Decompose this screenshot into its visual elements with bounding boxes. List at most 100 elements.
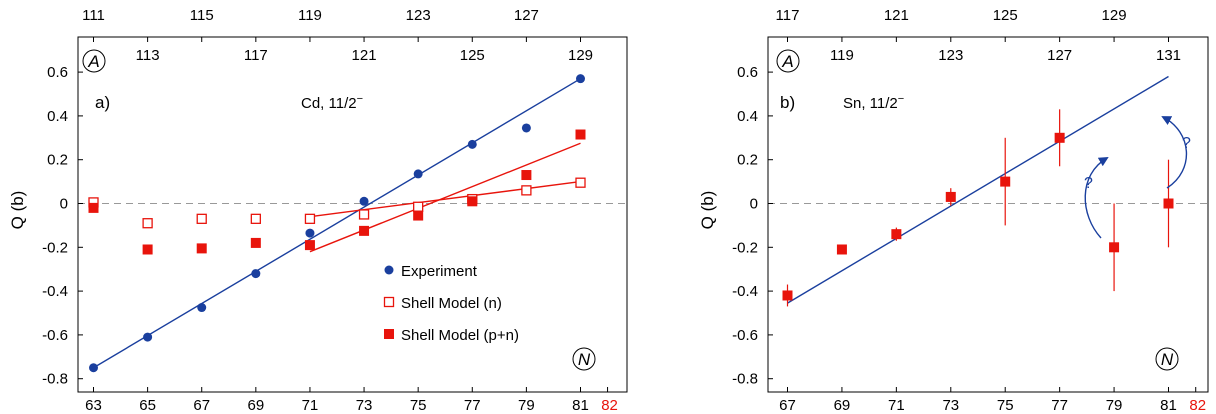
y-tick-label: 0.4 [737,108,758,125]
x-tick-label: 73 [942,397,959,414]
x-tick-label: 73 [356,397,373,414]
top-tick-label: 113 [136,47,160,64]
data-point-shell-model-pn [142,244,153,255]
y-tick-label: 0.6 [47,64,68,81]
data-point-experiment [576,74,585,84]
data-point-experiment [251,269,261,279]
y-tick-label: 0 [750,196,758,213]
panel-label: b) [780,93,795,112]
legend-marker [384,265,394,275]
top-tick-label: 131 [1156,47,1181,64]
data-point-shell-model-pn [304,240,315,251]
data-point-experiment [143,332,153,342]
y-axis-label: Q (b) [8,191,27,230]
data-point-experiment [197,303,207,313]
data-point-measurement [1000,176,1011,187]
top-tick-label: 125 [993,7,1018,24]
data-point-experiment [467,139,477,149]
x-tick-label: 67 [193,397,210,414]
chart-title-text: Sn, 11/2 [843,95,898,112]
top-tick-label: 121 [352,47,377,64]
annotation-question: ? [1182,135,1191,152]
data-point-shell-model-n [575,177,586,188]
top-tick-label: 125 [460,47,485,64]
top-tick-label: 119 [830,47,854,64]
top-tick-label: 127 [514,7,539,24]
data-point-measurement [945,191,956,202]
data-point-shell-model-pn [467,196,478,207]
panel-label: a) [95,93,110,112]
neutron-number-symbol-circle [1155,347,1179,371]
data-point-measurement [1109,242,1120,253]
y-tick-label: -0.6 [42,327,68,344]
y-tick-label: 0.6 [737,64,758,81]
x-tick-label: 75 [997,397,1014,414]
plot-frame [77,36,628,393]
x-tick-label-magic: 82 [1189,397,1206,414]
data-point-shell-model-pn [196,243,207,254]
x-tick-label: 71 [302,397,319,414]
data-point-measurement [891,229,902,240]
data-point-shell-model-pn [413,210,424,221]
top-tick-label: 117 [776,7,800,24]
data-point-experiment [413,169,423,179]
x-tick-label: 69 [247,397,264,414]
chart-title: Sn, 11/2− [843,93,904,112]
x-tick-label: 77 [1051,397,1068,414]
data-point-experiment [89,363,98,373]
legend-marker [383,296,395,308]
data-point-shell-model-pn [359,225,370,236]
data-point-shell-model-n [358,209,370,220]
y-tick-label: -0.6 [732,327,758,344]
y-tick-label: 0.2 [737,152,758,169]
chart-title-text: Cd, 11/2 [301,95,357,112]
trend-line [93,78,581,369]
legend-label: Shell Model (p+n) [401,327,519,344]
x-tick-label: 81 [572,397,589,414]
data-point-experiment [359,196,369,206]
trend-line [309,142,581,253]
data-point-shell-model-n [304,213,316,224]
x-tick-label: 81 [1160,397,1177,414]
legend-label: Experiment [401,263,478,280]
y-tick-label: -0.4 [732,283,758,300]
y-tick-label: -0.8 [42,371,68,388]
top-tick-label: 119 [298,7,322,24]
plot-frame [767,36,1209,393]
neutron-number-symbol-circle [572,347,596,371]
x-tick-label: 75 [410,397,427,414]
mass-number-symbol-circle [776,49,800,73]
trend-line [309,180,581,218]
neutron-number-symbol: N [578,350,591,369]
x-tick-label: 69 [834,397,851,414]
data-point-measurement [836,244,847,255]
x-tick-label: 79 [1106,397,1123,414]
data-point-shell-model-n [521,185,532,196]
y-tick-label: -0.8 [732,371,758,388]
chart-title-superscript: − [357,93,363,105]
x-tick-label: 67 [779,397,796,414]
data-point-experiment [521,123,531,133]
top-tick-label: 115 [190,7,214,24]
data-point-shell-model-n [142,218,153,229]
curved-arrow [1084,157,1109,239]
trend-line [787,75,1169,304]
chart-title-superscript: − [898,93,904,105]
data-point-experiment [305,228,315,238]
y-axis-label: Q (b) [698,191,717,230]
chart-panel-sn: 0.6 0.4 0.2 0 -0.2 -0.4 -0.6 -0.8 67 69 71 73 75 77 79… [698,7,1209,414]
y-tick-label: -0.2 [732,239,758,256]
top-tick-label: 117 [244,47,268,64]
data-point-shell-model-pn [575,129,586,140]
y-tick-label: 0.4 [47,108,68,125]
top-tick-label: 111 [82,7,105,24]
x-tick-label: 65 [139,397,156,414]
mass-number-symbol: A [87,52,99,71]
x-tick-label-magic: 82 [601,397,618,414]
top-tick-label: 129 [568,47,593,64]
x-tick-label: 77 [464,397,481,414]
top-tick-label: 127 [1047,47,1072,64]
x-tick-label: 79 [518,397,535,414]
mass-number-symbol: A [781,52,793,71]
data-point-shell-model-n [196,213,207,224]
